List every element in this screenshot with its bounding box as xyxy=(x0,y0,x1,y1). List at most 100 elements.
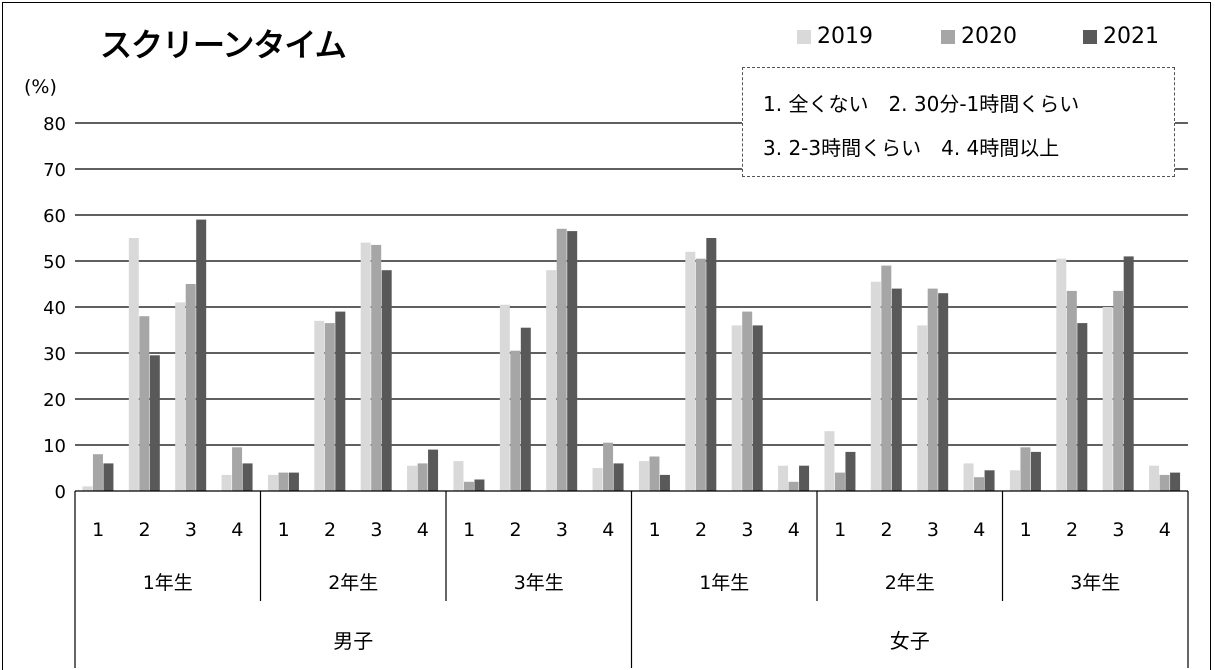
bar-2019 xyxy=(175,302,186,491)
bar-2021 xyxy=(149,355,160,491)
bar-2019 xyxy=(963,463,974,491)
x-group-label: 1年生 xyxy=(699,572,749,594)
bar-2019 xyxy=(82,486,93,491)
y-tick-label: 40 xyxy=(43,298,66,319)
x-tick-label: 2 xyxy=(881,519,893,541)
bar-2021 xyxy=(1030,451,1041,491)
bar-2020 xyxy=(603,442,614,491)
y-tick-label: 0 xyxy=(55,482,66,503)
x-group-label: 3年生 xyxy=(514,572,564,594)
x-tick-label: 3 xyxy=(741,519,753,541)
x-tick-label: 4 xyxy=(1159,519,1171,541)
x-supergroup-label: 女子 xyxy=(890,629,930,653)
x-supergroup-label: 男子 xyxy=(333,629,373,653)
bar-2021 xyxy=(520,327,531,491)
x-group-label: 3年生 xyxy=(1070,572,1120,594)
bar-2019 xyxy=(360,242,371,491)
x-tick-label: 2 xyxy=(139,519,151,541)
legend-swatch-2019 xyxy=(797,29,811,44)
bar-2019 xyxy=(499,304,510,491)
bar-2021 xyxy=(799,465,810,491)
bar-2020 xyxy=(278,472,289,491)
y-tick-label: 20 xyxy=(43,390,66,411)
x-tick-label: 1 xyxy=(649,519,661,541)
y-tick-label: 60 xyxy=(43,206,66,227)
bar-2021 xyxy=(706,238,717,491)
x-tick-label: 1 xyxy=(834,519,846,541)
legend-item-2021: 2021 xyxy=(1083,24,1159,49)
bar-2019 xyxy=(128,238,139,491)
bar-2020 xyxy=(1020,447,1031,491)
x-tick-label: 4 xyxy=(231,519,243,541)
x-tick-label: 1 xyxy=(92,519,104,541)
bar-2020 xyxy=(510,350,521,491)
bar-2021 xyxy=(984,470,995,491)
bar-2019 xyxy=(407,465,418,491)
bar-2020 xyxy=(232,447,243,491)
bar-2020 xyxy=(788,481,799,491)
bar-2020 xyxy=(927,288,938,491)
y-unit-label: (%) xyxy=(24,76,57,98)
bar-2021 xyxy=(891,288,902,491)
bar-2021 xyxy=(613,463,624,491)
legend-swatch-2020 xyxy=(941,29,955,44)
bar-2019 xyxy=(1149,465,1160,491)
bar-2019 xyxy=(546,270,557,491)
y-tick-label: 70 xyxy=(43,160,66,181)
bar-2021 xyxy=(659,474,670,491)
bar-2019 xyxy=(778,465,789,491)
x-tick-label: 3 xyxy=(556,519,568,541)
bar-2019 xyxy=(592,468,603,491)
bar-2020 xyxy=(556,228,567,492)
bar-2020 xyxy=(1066,290,1077,491)
x-tick-label: 4 xyxy=(417,519,429,541)
bar-2020 xyxy=(417,463,428,491)
bar-2020 xyxy=(371,244,382,491)
bar-2020 xyxy=(463,481,474,491)
x-tick-label: 4 xyxy=(973,519,985,541)
bar-2020 xyxy=(881,265,892,491)
bar-2019 xyxy=(1009,470,1020,491)
x-tick-label: 3 xyxy=(927,519,939,541)
bar-2021 xyxy=(1170,472,1181,491)
x-tick-label: 3 xyxy=(185,519,197,541)
bar-2021 xyxy=(1123,256,1134,491)
bar-2020 xyxy=(1113,290,1124,491)
bar-2021 xyxy=(1077,323,1088,491)
x-tick-label: 1 xyxy=(278,519,290,541)
chart-title: スクリーンタイム xyxy=(100,26,347,64)
legend-item-2020: 2020 xyxy=(941,24,1017,49)
y-tick-label: 50 xyxy=(43,252,66,273)
legend-label-2019: 2019 xyxy=(817,24,873,49)
bar-2021 xyxy=(103,463,114,491)
bar-2019 xyxy=(870,281,881,491)
bar-2021 xyxy=(335,311,346,491)
y-tick-label: 10 xyxy=(43,436,66,457)
x-group-label: 2年生 xyxy=(885,572,935,594)
note-line-2: 3. 2-3時間くらい 4. 4時間以上 xyxy=(763,136,1060,160)
y-tick-label: 80 xyxy=(43,114,66,135)
bar-2019 xyxy=(731,325,742,491)
y-tick-label: 30 xyxy=(43,344,66,365)
bar-2019 xyxy=(638,461,649,491)
bar-2020 xyxy=(974,477,985,491)
x-tick-label: 3 xyxy=(370,519,382,541)
x-tick-label: 2 xyxy=(510,519,522,541)
bar-2019 xyxy=(917,325,928,491)
bar-2021 xyxy=(752,325,763,491)
x-tick-label: 4 xyxy=(788,519,800,541)
x-tick-label: 3 xyxy=(1112,519,1124,541)
bar-2021 xyxy=(474,479,485,491)
bar-2019 xyxy=(221,474,232,491)
bar-2019 xyxy=(453,461,464,491)
bar-2021 xyxy=(567,231,578,491)
bar-2020 xyxy=(139,316,150,491)
x-tick-label: 1 xyxy=(1020,519,1032,541)
x-tick-label: 4 xyxy=(602,519,614,541)
bar-2019 xyxy=(824,431,835,491)
bar-2019 xyxy=(267,474,278,491)
bar-2019 xyxy=(314,320,325,491)
bar-2020 xyxy=(324,323,335,491)
